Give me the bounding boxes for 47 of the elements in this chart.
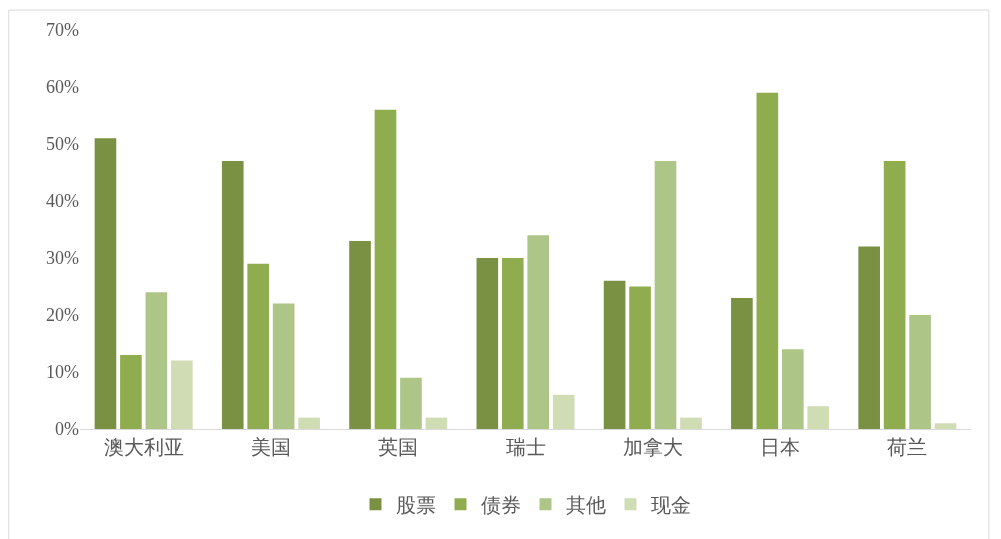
x-tick-label: 日本: [760, 436, 801, 458]
x-tick-label: 荷兰: [887, 436, 928, 458]
y-tick-label: 40%: [46, 191, 79, 212]
y-tick-label: 0%: [55, 419, 79, 440]
legend-label: 现金: [650, 494, 691, 517]
bar: [476, 258, 499, 429]
legend-label: 债券: [480, 494, 521, 517]
legend-label: 股票: [395, 494, 436, 517]
bar: [374, 109, 397, 429]
bar: [501, 258, 524, 429]
bar: [654, 161, 677, 429]
y-tick-label: 20%: [46, 305, 79, 326]
bar: [731, 297, 753, 429]
bar: [527, 235, 550, 429]
y-tick-label: 50%: [46, 134, 79, 155]
bar: [858, 246, 880, 429]
bar: [298, 417, 320, 429]
bar: [94, 138, 117, 429]
bar: [221, 161, 244, 429]
bar: [909, 315, 931, 429]
legend-label: 其他: [565, 494, 606, 517]
bar: [552, 394, 575, 429]
x-tick-label: 瑞士: [505, 436, 546, 458]
y-tick-label: 70%: [46, 20, 79, 41]
x-tick-label: 澳大利亚: [103, 436, 184, 458]
bar: [807, 406, 830, 429]
bar: [781, 349, 804, 429]
bar: [629, 286, 651, 429]
x-tick-label: 美国: [250, 436, 291, 458]
y-tick-label: 60%: [46, 77, 79, 98]
bar: [680, 417, 702, 429]
bar: [883, 161, 906, 429]
bar: [934, 423, 957, 429]
y-tick-label: 10%: [46, 362, 79, 383]
bar: [603, 280, 626, 429]
y-tick-label: 30%: [46, 248, 79, 269]
bar: [349, 240, 371, 429]
bar: [120, 354, 142, 429]
x-tick-label: 加拿大: [622, 436, 683, 458]
x-tick-label: 英国: [378, 436, 419, 458]
bar: [400, 377, 422, 429]
bar: [247, 263, 270, 429]
bar: [145, 292, 168, 429]
bar: [272, 303, 295, 429]
bar: [756, 92, 779, 429]
bar: [171, 360, 193, 429]
bar: [425, 417, 448, 429]
